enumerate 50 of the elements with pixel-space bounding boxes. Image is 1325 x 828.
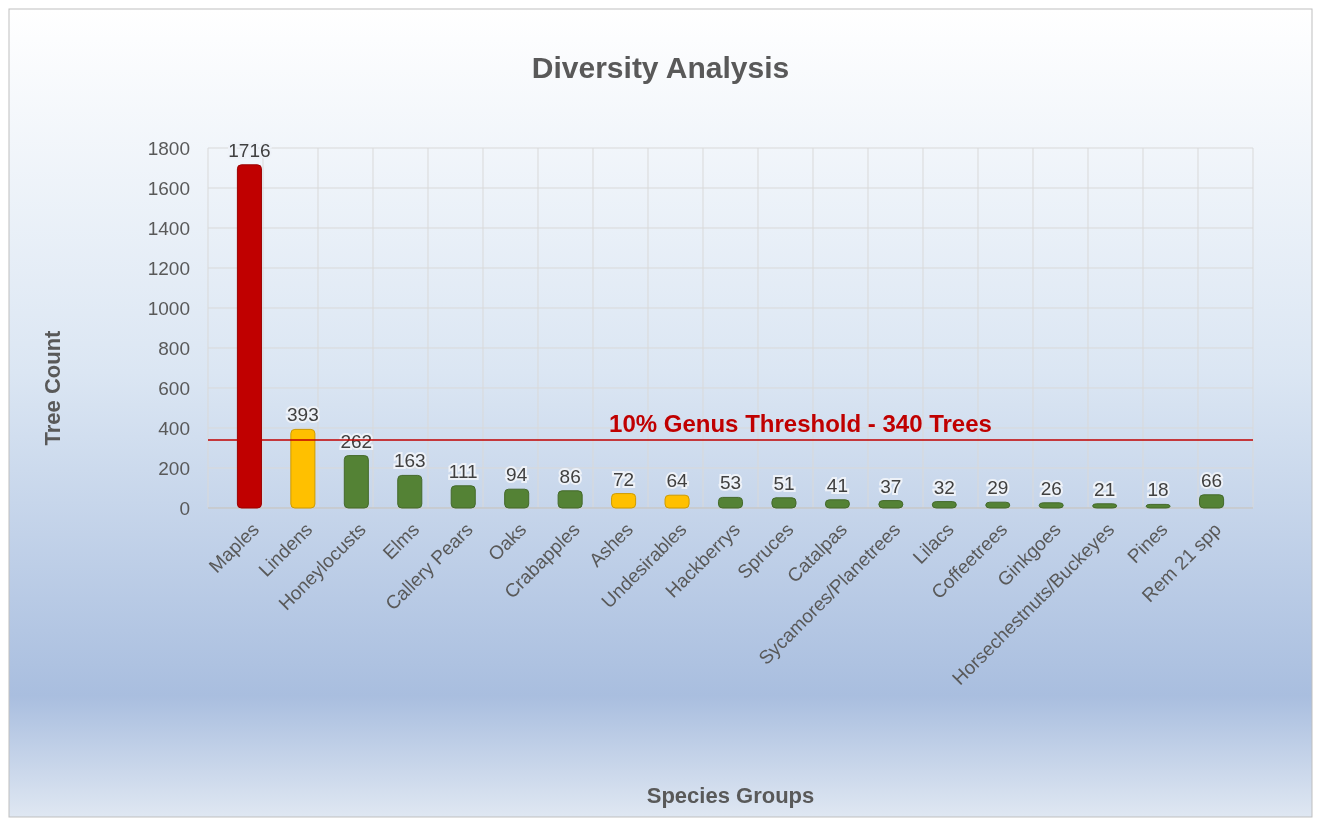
data-label: 111 <box>448 460 478 482</box>
data-label: 32 <box>933 476 955 498</box>
data-label: 163 <box>393 450 426 472</box>
y-tick-label: 1000 <box>147 297 190 319</box>
data-label: 53 <box>719 472 742 494</box>
y-axis-title: Tree Count <box>40 329 65 446</box>
y-tick-label: 1400 <box>147 217 190 239</box>
bar <box>397 474 423 509</box>
data-label: 94 <box>506 464 528 486</box>
bar <box>824 499 850 509</box>
bar <box>771 497 797 509</box>
bar <box>611 493 637 509</box>
y-tick-label: 0 <box>179 497 190 519</box>
data-label: 51 <box>773 472 795 494</box>
data-label: 26 <box>1040 477 1062 499</box>
data-label: 66 <box>1201 469 1223 491</box>
y-tick-label: 600 <box>158 377 190 399</box>
y-tick-label: 1200 <box>147 257 190 279</box>
data-label: 29 <box>987 477 1009 499</box>
data-label: 72 <box>613 468 635 490</box>
data-label: 18 <box>1147 479 1169 501</box>
data-label: 41 <box>826 474 848 496</box>
y-tick-label: 1600 <box>147 177 190 199</box>
bar <box>290 428 316 509</box>
chart-title: Diversity Analysis <box>531 51 790 84</box>
bar <box>343 455 369 509</box>
y-tick-label: 800 <box>158 337 190 359</box>
bar <box>1038 502 1064 509</box>
y-tick-label: 400 <box>158 417 190 439</box>
bar <box>450 485 476 509</box>
bar <box>985 501 1011 509</box>
data-label: 21 <box>1094 478 1116 500</box>
x-axis-title: Species Groups <box>646 783 815 808</box>
data-label: 393 <box>287 404 319 426</box>
bar <box>931 501 957 509</box>
bar <box>557 490 583 509</box>
bar <box>717 496 744 509</box>
bar <box>878 500 904 509</box>
bar <box>1145 503 1171 509</box>
data-label: 37 <box>880 475 902 497</box>
data-label: 1716 <box>228 139 271 161</box>
y-tick-label: 1800 <box>147 137 190 159</box>
data-label: 86 <box>559 465 581 487</box>
bar <box>664 494 690 509</box>
y-tick-label: 200 <box>158 457 190 479</box>
data-label: 64 <box>666 470 689 492</box>
bar <box>1092 503 1118 509</box>
bar <box>504 488 530 509</box>
bar <box>1199 494 1225 509</box>
ref-line-label: 10% Genus Threshold - 340 Trees <box>609 410 992 437</box>
